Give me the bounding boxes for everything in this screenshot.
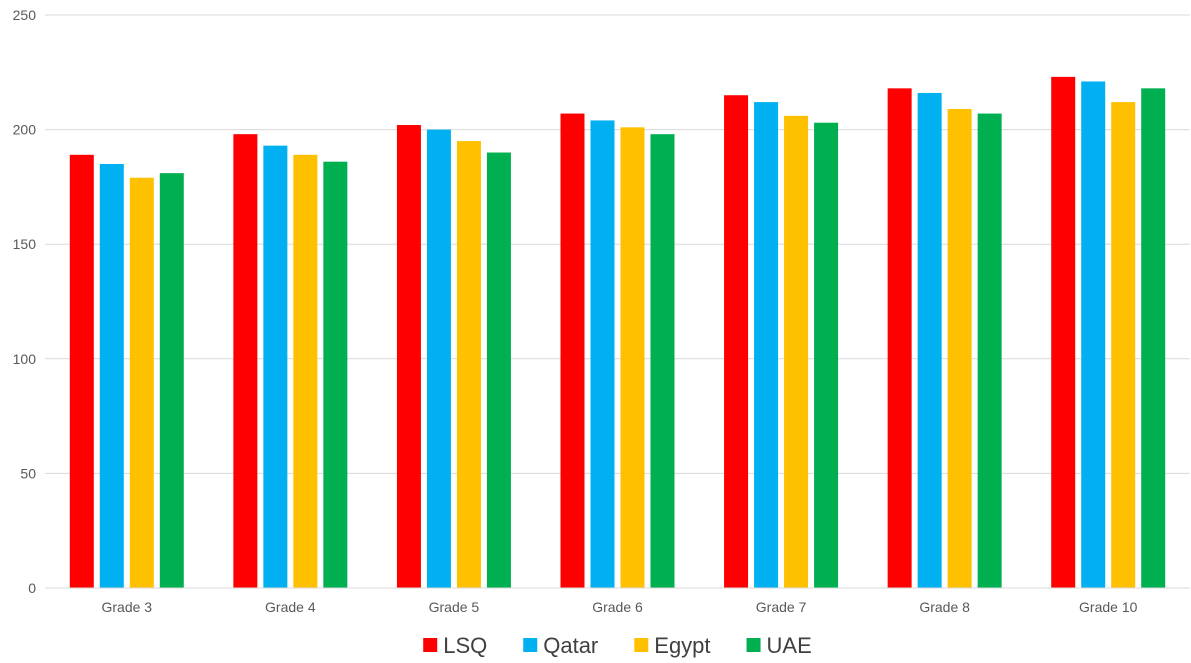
y-axis-tick-labels: 0 50 100 150 200 250: [13, 7, 37, 596]
bar-qatar-grade-7: [754, 102, 779, 588]
bar-lsq-grade-5: [396, 125, 421, 589]
bar-uae-grade-10: [1141, 88, 1166, 589]
bar-qatar-grade-4: [263, 145, 288, 589]
bar-lsq-grade-3: [69, 154, 94, 588]
x-axis-tick-labels: Grade 3 Grade 4 Grade 5 Grade 6 Grade 7 Grade…: [101, 599, 1137, 615]
gridlines: [45, 14, 1190, 474]
bar-lsq-grade-10: [1051, 76, 1076, 588]
bar-egypt-grade-7: [784, 115, 809, 589]
y-tick-label: 150: [13, 236, 37, 252]
y-tick-label: 200: [13, 122, 37, 138]
bar-egypt-grade-8: [947, 108, 972, 589]
bar-qatar-grade-3: [99, 163, 124, 589]
legend-item-lsq: LSQ: [423, 633, 487, 658]
x-tick-label: Grade 8: [919, 599, 970, 615]
bar-uae-grade-7: [814, 122, 839, 588]
legend-label: Egypt: [654, 633, 710, 658]
bar-qatar-grade-10: [1081, 81, 1106, 588]
bar-lsq-grade-8: [887, 88, 912, 589]
bars: [69, 76, 1166, 589]
legend-swatch: [523, 638, 538, 652]
legend-label: Qatar: [543, 633, 598, 658]
bar-uae-grade-8: [977, 113, 1002, 588]
y-tick-label: 250: [13, 7, 37, 23]
bar-egypt-grade-10: [1111, 102, 1136, 588]
legend-label: LSQ: [443, 633, 487, 658]
bar-qatar-grade-8: [917, 92, 942, 588]
bar-uae-grade-3: [159, 173, 184, 588]
bar-lsq-grade-6: [560, 113, 585, 588]
legend-label: UAE: [767, 633, 812, 658]
bar-egypt-grade-4: [293, 154, 318, 588]
bar-qatar-grade-5: [426, 129, 451, 588]
x-tick-label: Grade 7: [756, 599, 807, 615]
legend-swatch: [746, 638, 761, 652]
legend-item-egypt: Egypt: [634, 633, 711, 658]
bar-lsq-grade-4: [233, 134, 258, 588]
legend-item-uae: UAE: [746, 633, 812, 658]
bar-uae-grade-5: [486, 152, 511, 588]
x-tick-label: Grade 4: [265, 599, 316, 615]
bar-uae-grade-6: [650, 134, 675, 588]
x-tick-label: Grade 10: [1079, 599, 1138, 615]
x-tick-label: Grade 6: [592, 599, 643, 615]
legend-item-qatar: Qatar: [523, 633, 598, 658]
bar-uae-grade-4: [323, 161, 348, 589]
y-tick-label: 50: [20, 465, 36, 481]
bar-egypt-grade-6: [620, 127, 645, 589]
bar-qatar-grade-6: [590, 120, 615, 588]
legend-swatch: [634, 638, 649, 652]
bar-lsq-grade-7: [724, 95, 749, 588]
bar-egypt-grade-3: [129, 177, 154, 588]
legend: LSQ Qatar Egypt UAE: [423, 633, 812, 658]
x-tick-label: Grade 3: [101, 599, 152, 615]
y-tick-label: 100: [13, 351, 37, 367]
legend-swatch: [423, 638, 438, 652]
x-tick-label: Grade 5: [429, 599, 480, 615]
bar-egypt-grade-5: [456, 141, 481, 588]
y-tick-label: 0: [28, 580, 36, 596]
